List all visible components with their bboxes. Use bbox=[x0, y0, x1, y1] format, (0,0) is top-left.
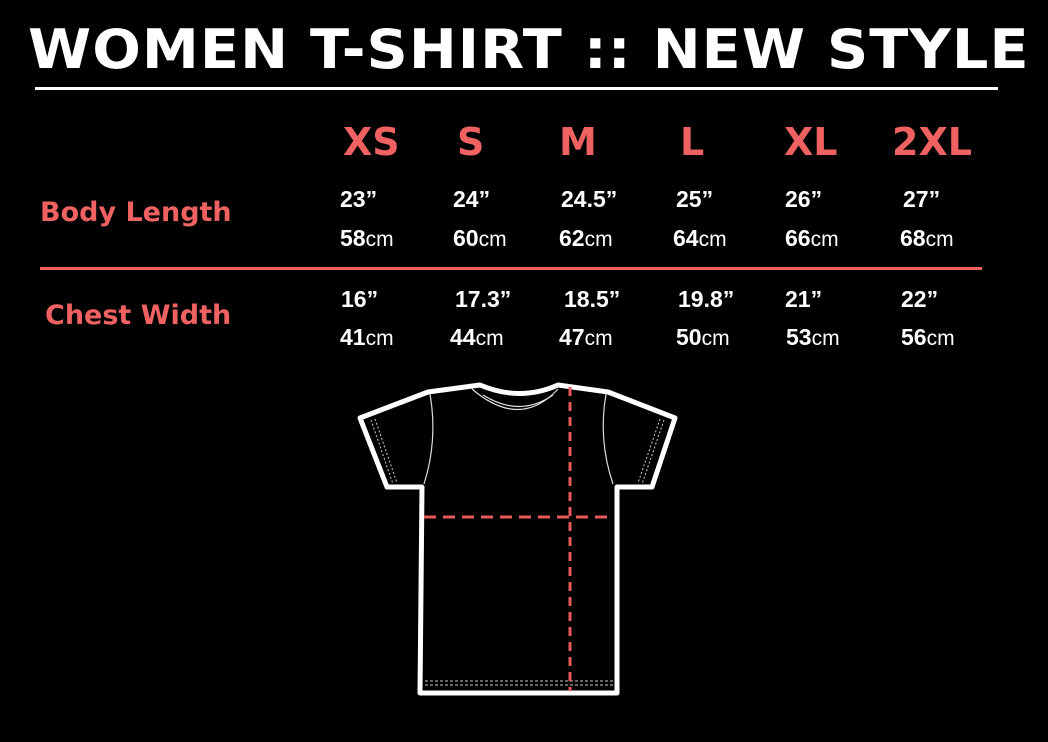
cm-number: 50 bbox=[676, 324, 702, 350]
inch-value: 23” bbox=[340, 186, 378, 212]
size-header-l: L bbox=[680, 120, 705, 164]
row-divider bbox=[40, 267, 982, 270]
hem-stitching bbox=[425, 680, 613, 686]
cm-value: 66cm bbox=[785, 225, 839, 252]
cm-value: 50cm bbox=[676, 324, 730, 351]
inch-value: 21” bbox=[785, 286, 823, 312]
cm-unit: cm bbox=[810, 228, 839, 251]
cm-unit: cm bbox=[701, 327, 730, 350]
cm-value: 53cm bbox=[786, 324, 840, 351]
cm-unit: cm bbox=[698, 228, 727, 251]
cm-number: 62 bbox=[559, 225, 585, 251]
cm-unit: cm bbox=[478, 228, 507, 251]
cm-number: 41 bbox=[340, 324, 366, 350]
size-header-s: S bbox=[457, 120, 485, 164]
size-header-2xl: 2XL bbox=[892, 120, 972, 164]
left-cuff-stitching bbox=[370, 418, 398, 485]
size-header-xs: XS bbox=[343, 120, 400, 164]
cm-value: 58cm bbox=[340, 225, 394, 252]
cm-number: 66 bbox=[785, 225, 811, 251]
cm-unit: cm bbox=[475, 327, 504, 350]
cm-unit: cm bbox=[925, 228, 954, 251]
right-cuff-stitching bbox=[637, 418, 665, 485]
inch-value: 27” bbox=[903, 186, 941, 212]
cm-value: 56cm bbox=[901, 324, 955, 351]
cm-number: 44 bbox=[450, 324, 476, 350]
page-title: WOMEN T-SHIRT :: NEW STYLE bbox=[28, 18, 1030, 81]
cm-value: 44cm bbox=[450, 324, 504, 351]
cm-value: 60cm bbox=[453, 225, 507, 252]
cm-unit: cm bbox=[584, 327, 613, 350]
cm-number: 53 bbox=[786, 324, 812, 350]
t-shirt-outline bbox=[357, 382, 678, 696]
cm-value: 68cm bbox=[900, 225, 954, 252]
cm-number: 60 bbox=[453, 225, 479, 251]
inch-value: 17.3” bbox=[455, 286, 512, 312]
cm-number: 47 bbox=[559, 324, 585, 350]
cm-unit: cm bbox=[584, 228, 613, 251]
title-underline bbox=[35, 87, 998, 90]
cm-number: 68 bbox=[900, 225, 926, 251]
inch-value: 18.5” bbox=[564, 286, 621, 312]
cm-unit: cm bbox=[926, 327, 955, 350]
cm-unit: cm bbox=[365, 228, 394, 251]
cm-number: 64 bbox=[673, 225, 699, 251]
cm-value: 47cm bbox=[559, 324, 613, 351]
inch-value: 24.5” bbox=[561, 186, 618, 212]
inch-value: 16” bbox=[341, 286, 379, 312]
cm-number: 56 bbox=[901, 324, 927, 350]
cm-value: 64cm bbox=[673, 225, 727, 252]
inch-value: 22” bbox=[901, 286, 939, 312]
left-sleeve-seam bbox=[423, 393, 434, 485]
cm-value: 62cm bbox=[559, 225, 613, 252]
inch-value: 24” bbox=[453, 186, 491, 212]
collar-line-inner bbox=[482, 394, 554, 407]
cm-number: 58 bbox=[340, 225, 366, 251]
cm-unit: cm bbox=[811, 327, 840, 350]
inch-value: 19.8” bbox=[678, 286, 735, 312]
inch-value: 26” bbox=[785, 186, 823, 212]
cm-value: 41cm bbox=[340, 324, 394, 351]
size-header-xl: XL bbox=[784, 120, 838, 164]
size-header-m: M bbox=[559, 120, 597, 164]
cm-unit: cm bbox=[365, 327, 394, 350]
right-sleeve-seam bbox=[602, 393, 614, 485]
inch-value: 25” bbox=[676, 186, 714, 212]
row-label-chest-width: Chest Width bbox=[45, 300, 232, 331]
row-label-body-length: Body Length bbox=[40, 197, 232, 228]
